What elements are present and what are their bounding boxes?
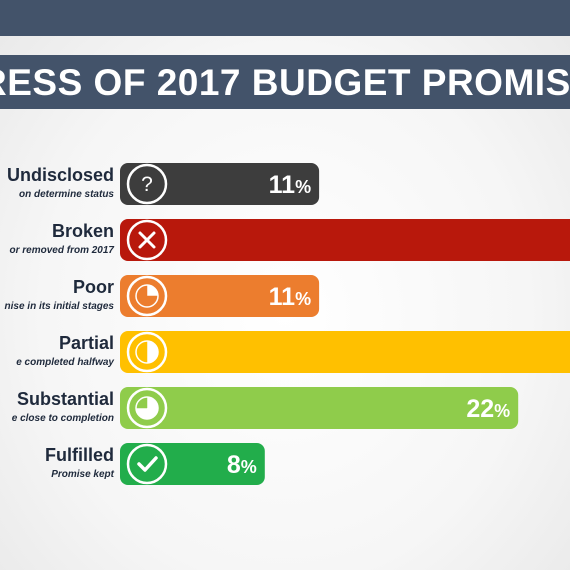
value-label-poor: 11%: [269, 283, 311, 311]
value-label-substantial: 22%: [466, 395, 510, 423]
category-label-substantial: Substantial: [17, 389, 114, 409]
category-label-fulfilled: Fulfilled: [45, 445, 114, 465]
bar-row-poor: 11% Poor nise in its initial stages: [5, 275, 320, 317]
title-band: RESS OF 2017 BUDGET PROMIS: [0, 55, 570, 109]
category-label-broken: Broken: [52, 221, 114, 241]
top-bar: [0, 0, 570, 36]
bar-row-partial: Partial e completed halfway: [16, 331, 570, 373]
bar-row-fulfilled: 8% Fulfilled Promise kept: [45, 443, 265, 485]
question-icon: ?: [126, 163, 168, 205]
category-label-undisclosed: Undisclosed: [7, 165, 114, 185]
chart-title: RESS OF 2017 BUDGET PROMIS: [0, 62, 570, 103]
bar-undisclosed: [120, 163, 320, 205]
category-description: nise in its initial stages: [5, 301, 115, 312]
bar-poor: [120, 275, 320, 317]
value-label-fulfilled: 8%: [227, 451, 257, 479]
value-label-undisclosed: 11%: [269, 171, 311, 199]
check-icon: [126, 443, 168, 485]
category-label-partial: Partial: [59, 333, 114, 353]
quarter-pie-icon: [126, 275, 168, 317]
x-icon: [126, 219, 168, 261]
category-description: e completed halfway: [16, 357, 114, 368]
bar-substantial: [120, 387, 519, 429]
bar-row-substantial: 22% Substantial e close to completion: [12, 387, 519, 429]
category-description: or removed from 2017: [10, 245, 115, 256]
category-description: on determine status: [19, 189, 114, 200]
bar-row-broken: Broken or removed from 2017: [10, 219, 570, 261]
half-pie-icon: [126, 331, 168, 373]
bar-row-undisclosed: ? 11% Undisclosed on determine status: [7, 163, 320, 205]
three-quarter-pie-icon: [126, 387, 168, 429]
svg-text:?: ?: [141, 173, 153, 196]
bar-partial: [120, 331, 570, 373]
category-label-poor: Poor: [73, 277, 114, 297]
category-description: Promise kept: [51, 469, 114, 480]
bar-broken: [120, 219, 570, 261]
category-description: e close to completion: [12, 413, 114, 424]
